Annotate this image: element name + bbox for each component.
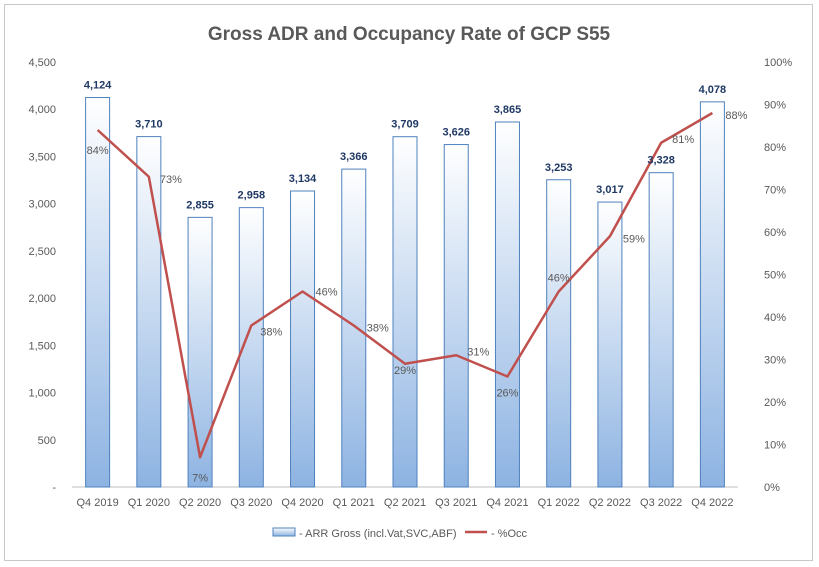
y2-tick-label: 80%: [764, 142, 786, 154]
line-data-label: 29%: [394, 365, 416, 377]
legend-label-bar: - ARR Gross (incl.Vat,SVC,ABF): [299, 528, 457, 540]
y-tick-label: 4,500: [28, 57, 56, 69]
legend-swatch-bar: [272, 527, 296, 537]
line-data-label: 73%: [160, 174, 182, 186]
line-data-label: 84%: [87, 145, 109, 157]
bar: [290, 190, 316, 488]
bar: [443, 144, 469, 488]
line-data-label: 46%: [548, 273, 570, 285]
y-tick-label: 3,000: [28, 199, 56, 211]
bar: [187, 216, 213, 488]
line-data-label: 7%: [192, 472, 208, 484]
x-tick-label: Q3 2020: [230, 497, 272, 509]
bar-data-label: 2,958: [238, 190, 266, 202]
x-tick-label: Q4 2021: [486, 497, 528, 509]
y2-tick-label: 30%: [764, 355, 786, 367]
bar-data-label: 4,078: [699, 84, 727, 96]
bar-data-label: 3,328: [647, 155, 675, 167]
bar-data-label: 4,124: [84, 80, 112, 92]
line-data-label: 38%: [367, 323, 389, 335]
bar: [136, 136, 162, 488]
bar: [699, 101, 725, 488]
bar-data-label: 2,855: [186, 199, 214, 211]
line-data-label: 46%: [316, 287, 338, 299]
y-tick-label: 3,500: [28, 151, 56, 163]
y2-tick-label: 0%: [764, 482, 780, 494]
bar-data-label: 3,710: [135, 119, 163, 131]
x-tick-label: Q3 2021: [435, 497, 477, 509]
line-data-label: 31%: [467, 346, 489, 358]
bar-data-label: 3,134: [289, 173, 317, 185]
x-tick-label: Q2 2021: [384, 497, 426, 509]
bars-layer: [85, 97, 725, 488]
axes-layer: - 500 1,000 1,500 2,000 2,500 3,000 3,500 4,000 4…: [28, 57, 792, 509]
bar: [392, 136, 418, 488]
bar-data-label: 3,366: [340, 151, 368, 163]
x-tick-label: Q2 2022: [589, 497, 631, 509]
bar: [341, 168, 367, 488]
x-tick-label: Q4 2020: [281, 497, 323, 509]
labels-layer: 4,124 3,710 2,855 2,958 3,134 3,366 3,709 3,626…: [84, 80, 748, 485]
y-tick-label: 4,000: [28, 104, 56, 116]
bar-data-label: 3,626: [442, 127, 470, 139]
y-tick-label: 1,500: [28, 340, 56, 352]
line-data-label: 38%: [260, 327, 282, 339]
y2-tick-label: 50%: [764, 270, 786, 282]
y2-tick-label: 40%: [764, 312, 786, 324]
x-tick-label: Q1 2020: [128, 497, 170, 509]
line-data-label: 26%: [496, 388, 518, 400]
y-tick-label: -: [52, 482, 56, 494]
y2-tick-label: 10%: [764, 440, 786, 452]
bar: [494, 121, 520, 488]
chart-title: Gross ADR and Occupancy Rate of GCP S55: [208, 24, 611, 45]
y-tick-label: 2,000: [28, 293, 56, 305]
bar-data-label: 3,709: [391, 119, 419, 131]
bar: [648, 172, 674, 488]
occupancy-line: [96, 111, 714, 459]
bar: [546, 179, 572, 488]
y-tick-label: 2,500: [28, 246, 56, 258]
x-tick-label: Q4 2019: [77, 497, 119, 509]
y2-tick-label: 70%: [764, 185, 786, 197]
y2-tick-label: 100%: [764, 57, 792, 69]
bar: [597, 201, 623, 488]
line-layer: [96, 111, 714, 459]
y-tick-label: 500: [38, 435, 56, 447]
line-data-label: 59%: [623, 233, 645, 245]
y2-tick-label: 60%: [764, 227, 786, 239]
x-tick-label: Q4 2022: [691, 497, 733, 509]
legend-label-line: - %Occ: [491, 528, 528, 540]
x-tick-label: Q2 2020: [179, 497, 221, 509]
x-tick-label: Q1 2022: [538, 497, 580, 509]
y-tick-label: 1,000: [28, 388, 56, 400]
bar-data-label: 3,253: [545, 162, 573, 174]
bar-data-label: 3,017: [596, 184, 624, 196]
bar-data-label: 3,865: [494, 104, 522, 116]
y2-tick-label: 20%: [764, 397, 786, 409]
legend: - ARR Gross (incl.Vat,SVC,ABF) - %Occ: [272, 527, 528, 540]
x-tick-label: Q1 2021: [333, 497, 375, 509]
y2-tick-label: 90%: [764, 100, 786, 112]
line-data-label: 88%: [725, 110, 747, 122]
bar: [85, 97, 111, 488]
x-tick-label: Q3 2022: [640, 497, 682, 509]
line-data-label: 81%: [672, 134, 694, 146]
